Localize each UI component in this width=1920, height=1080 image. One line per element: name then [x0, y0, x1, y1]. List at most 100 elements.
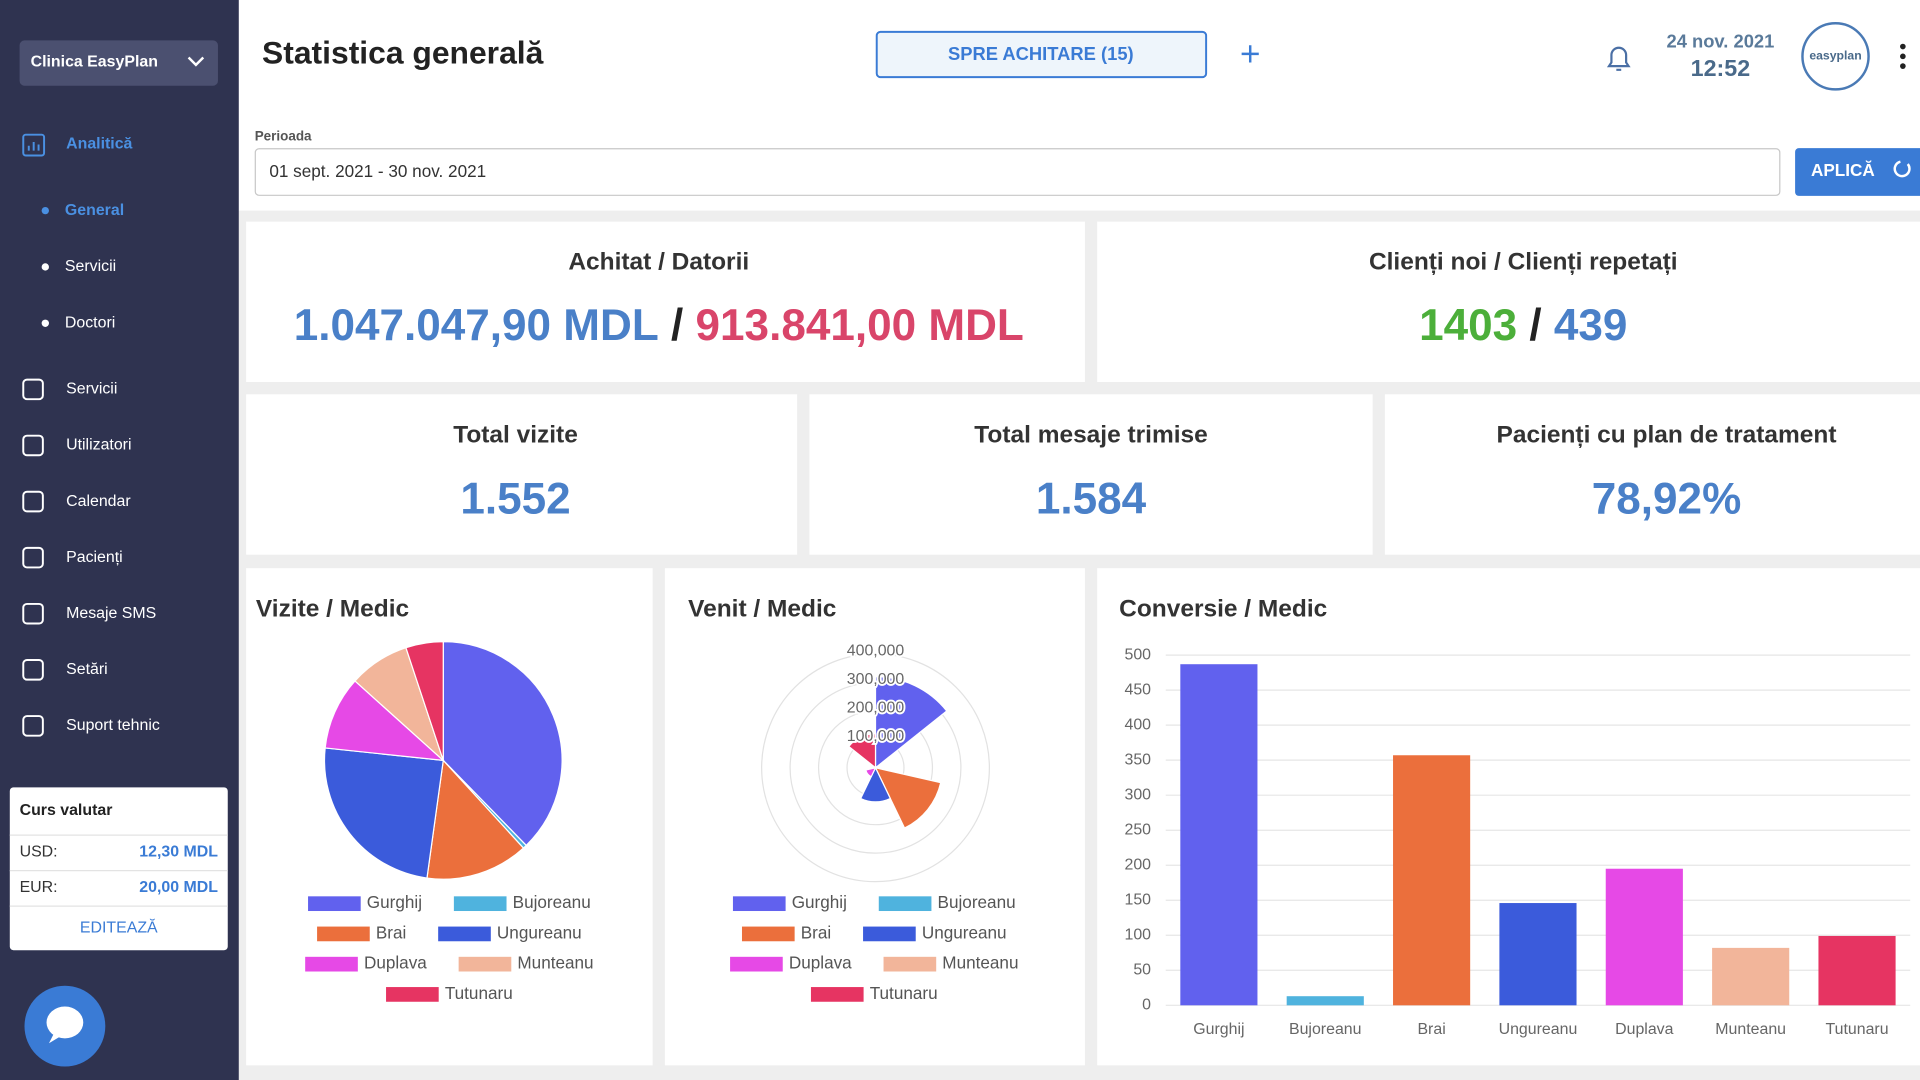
- nav-item[interactable]: Mesaje SMS: [66, 605, 156, 622]
- legend-swatch: [883, 956, 937, 972]
- y-tick-label: 150: [1124, 891, 1151, 908]
- bar: [1180, 664, 1258, 1006]
- legend-item: Bujoreanu: [453, 892, 591, 912]
- period-input[interactable]: [254, 148, 1781, 196]
- current-time: 12:52: [1691, 55, 1750, 81]
- card-title: Total vizite: [453, 421, 578, 448]
- legend-label: Munteanu: [942, 953, 1018, 973]
- nav-icon: [22, 378, 44, 401]
- legend-item: Bujoreanu: [878, 892, 1016, 912]
- legend-swatch: [308, 896, 361, 912]
- nav-subitem[interactable]: Servicii: [65, 258, 116, 275]
- y-tick-label: 450: [1124, 681, 1151, 698]
- nav-item[interactable]: Calendar: [66, 493, 131, 510]
- chat-icon-tail: [48, 1033, 62, 1044]
- currency-code: USD:: [20, 843, 58, 860]
- clinic-select[interactable]: [19, 40, 218, 86]
- currency-title: Curs valutar: [20, 802, 113, 819]
- new-clients: 1403: [1419, 301, 1517, 350]
- edit-button[interactable]: EDITEAZĂ: [80, 917, 158, 936]
- x-tick-label: Ungureanu: [1499, 1021, 1578, 1038]
- apply-label: APLICĂ: [1811, 160, 1875, 180]
- x-tick-label: Bujoreanu: [1289, 1021, 1362, 1038]
- polar-segment: [847, 732, 877, 770]
- card-value: 78,92%: [1592, 475, 1742, 524]
- y-tick-label: 400: [1124, 716, 1151, 733]
- legend-swatch: [810, 987, 864, 1002]
- clinic-name: Clinica EasyPlan: [31, 54, 158, 71]
- nav-dot: [41, 319, 49, 327]
- x-tick-label: Munteanu: [1715, 1021, 1786, 1038]
- chart-title: Venit / Medic: [688, 595, 836, 622]
- nav-icon: [22, 715, 44, 737]
- page-title: Statistica generală: [262, 35, 544, 71]
- chart-card: [664, 568, 1085, 1066]
- legend-swatch: [878, 896, 932, 912]
- analytics-icon-bars: [27, 142, 40, 151]
- card-title: Clienți noi / Clienți repetați: [1369, 249, 1678, 276]
- chat-icon: [46, 1006, 84, 1039]
- legend-item: Ungureanu: [863, 922, 1007, 942]
- pie-slice: [405, 641, 444, 761]
- nav-item[interactable]: Pacienți: [66, 549, 123, 566]
- nav-subitem[interactable]: General: [65, 202, 124, 219]
- polar-segment: [874, 766, 942, 829]
- pie-slice: [426, 759, 525, 880]
- nav-icon: [22, 659, 44, 681]
- card: [809, 394, 1373, 555]
- nav-dot: [41, 263, 49, 271]
- polar-segment: [865, 766, 877, 778]
- more-menu[interactable]: [1900, 43, 1906, 69]
- polar-segment: [859, 766, 892, 803]
- avatar[interactable]: [1801, 22, 1870, 91]
- paid-debts: 1.047.047,90 MDL / 913.841,00 MDL: [294, 301, 1024, 350]
- card-value: 1.584: [1036, 475, 1147, 524]
- legend-swatch: [863, 926, 916, 942]
- legend-label: Munteanu: [517, 953, 593, 973]
- legend-label: Gurghij: [792, 892, 847, 912]
- legend-swatch: [458, 956, 512, 972]
- nav-item[interactable]: Servicii: [66, 381, 117, 398]
- bar: [1712, 947, 1790, 1006]
- pay-button[interactable]: [875, 30, 1208, 79]
- nav-icon: [22, 434, 44, 457]
- dropdown-arrow: [187, 56, 205, 67]
- y-tick-label: 250: [1124, 821, 1151, 838]
- legend-item: Gurghij: [732, 892, 847, 912]
- pie-slice: [442, 641, 563, 847]
- radial-tick-label: 400,000: [847, 643, 905, 660]
- debts-value: 913.841,00 MDL: [696, 301, 1024, 350]
- nav-item[interactable]: Setări: [66, 661, 108, 678]
- currency-card: [9, 787, 228, 951]
- legend-swatch: [305, 956, 358, 972]
- currency-rate: 20,00 MDL: [139, 879, 218, 896]
- nav-item[interactable]: Utilizatori: [66, 437, 131, 454]
- polar-segment: [874, 676, 948, 770]
- legend-swatch: [386, 987, 439, 1002]
- nav-subitem[interactable]: Doctori: [65, 314, 115, 331]
- card-title: Achitat / Datorii: [568, 249, 749, 276]
- x-tick-label: Brai: [1417, 1021, 1445, 1038]
- nav-analytics[interactable]: Analitică: [66, 136, 132, 153]
- avatar-label: easyplan: [1809, 49, 1861, 63]
- nav-item[interactable]: Suport tehnic: [66, 717, 160, 734]
- currency-code: EUR:: [20, 879, 58, 896]
- legend-label: Duplava: [364, 953, 427, 973]
- legend-label: Duplava: [789, 953, 852, 973]
- legend-swatch: [438, 926, 491, 942]
- legend-item: Tutunaru: [810, 983, 938, 1003]
- period-value: 01 sept. 2021 - 30 nov. 2021: [269, 161, 486, 181]
- y-tick-label: 200: [1124, 856, 1151, 873]
- legend-label: Brai: [376, 922, 406, 942]
- y-tick-label: 100: [1124, 926, 1151, 943]
- card-title: Total mesaje trimise: [974, 421, 1207, 448]
- repeat-clients: 439: [1554, 301, 1628, 350]
- notifications-bell[interactable]: [1606, 46, 1631, 71]
- legend-label: Gurghij: [367, 892, 422, 912]
- legend-label: Tutunaru: [870, 983, 938, 1003]
- apply-button[interactable]: [1795, 148, 1920, 196]
- bar: [1499, 903, 1577, 1006]
- legend-swatch: [453, 896, 507, 912]
- add-button[interactable]: [1241, 45, 1259, 63]
